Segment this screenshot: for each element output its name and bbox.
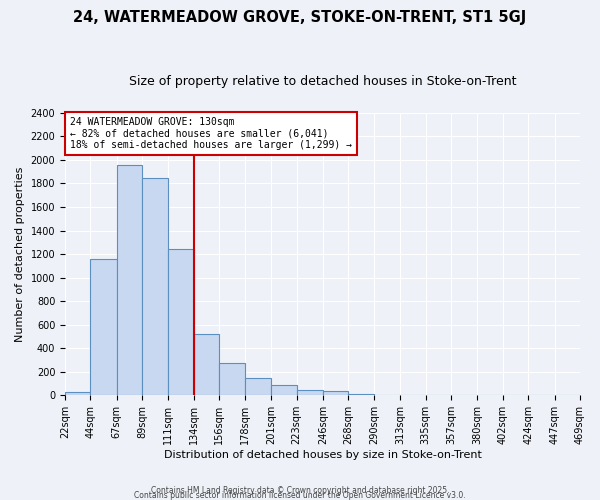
Bar <box>296 390 323 396</box>
Bar <box>65 392 91 396</box>
Bar <box>142 178 167 396</box>
Bar <box>349 394 374 396</box>
Bar <box>271 386 296 396</box>
Bar <box>245 378 271 396</box>
Title: Size of property relative to detached houses in Stoke-on-Trent: Size of property relative to detached ho… <box>129 75 516 88</box>
Y-axis label: Number of detached properties: Number of detached properties <box>15 166 25 342</box>
X-axis label: Distribution of detached houses by size in Stoke-on-Trent: Distribution of detached houses by size … <box>164 450 481 460</box>
Bar <box>220 363 245 396</box>
Text: Contains HM Land Registry data © Crown copyright and database right 2025.: Contains HM Land Registry data © Crown c… <box>151 486 449 495</box>
Text: 24 WATERMEADOW GROVE: 130sqm
← 82% of detached houses are smaller (6,041)
18% of: 24 WATERMEADOW GROVE: 130sqm ← 82% of de… <box>70 117 352 150</box>
Bar <box>323 391 349 396</box>
Bar <box>194 334 220 396</box>
Bar <box>167 250 194 396</box>
Text: Contains public sector information licensed under the Open Government Licence v3: Contains public sector information licen… <box>134 491 466 500</box>
Bar <box>117 164 142 396</box>
Text: 24, WATERMEADOW GROVE, STOKE-ON-TRENT, ST1 5GJ: 24, WATERMEADOW GROVE, STOKE-ON-TRENT, S… <box>73 10 527 25</box>
Bar <box>91 259 117 396</box>
Bar <box>374 395 400 396</box>
